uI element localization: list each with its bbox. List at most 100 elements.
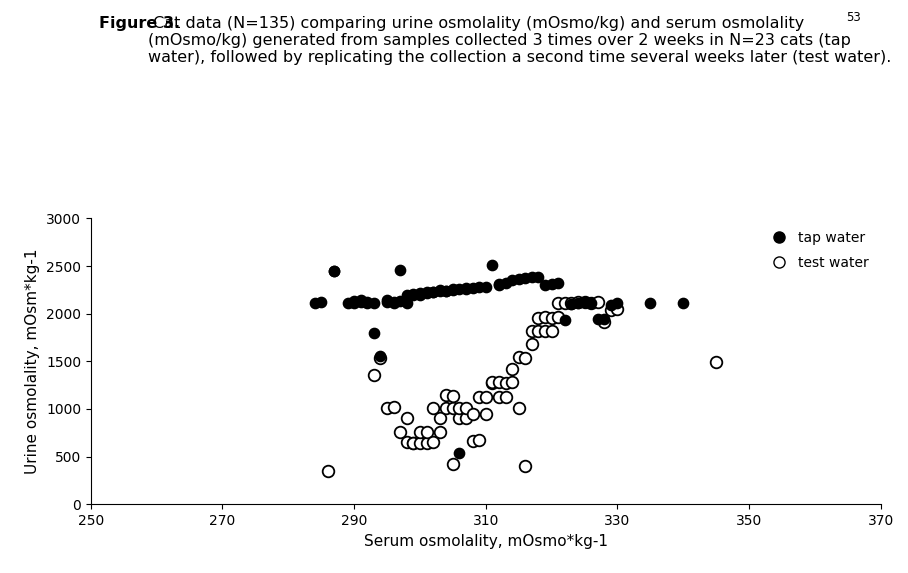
- tap water: [386, 299, 400, 308]
- tap water: [367, 328, 381, 337]
- tap water: [498, 278, 513, 288]
- test water: [538, 312, 552, 321]
- tap water: [380, 296, 394, 305]
- tap water: [327, 266, 341, 276]
- test water: [386, 402, 400, 411]
- tap water: [340, 299, 355, 308]
- tap water: [577, 298, 592, 307]
- tap water: [380, 298, 394, 307]
- test water: [498, 379, 513, 388]
- test water: [452, 414, 467, 423]
- tap water: [393, 297, 408, 306]
- test water: [439, 403, 453, 413]
- test water: [459, 403, 473, 413]
- test water: [412, 439, 427, 448]
- test water: [505, 378, 519, 387]
- Text: 53: 53: [846, 11, 861, 25]
- test water: [577, 298, 592, 307]
- tap water: [400, 299, 414, 308]
- test water: [459, 414, 473, 423]
- tap water: [419, 287, 434, 296]
- tap water: [531, 272, 546, 281]
- test water: [511, 352, 526, 361]
- tap water: [412, 288, 427, 297]
- test water: [446, 403, 460, 413]
- tap water: [439, 286, 453, 296]
- test water: [419, 439, 434, 448]
- test water: [400, 414, 414, 423]
- tap water: [459, 284, 473, 293]
- test water: [412, 427, 427, 437]
- test water: [400, 438, 414, 447]
- test water: [432, 414, 447, 423]
- tap water: [327, 266, 341, 276]
- tap water: [564, 300, 578, 309]
- test water: [590, 298, 605, 307]
- test water: [558, 299, 572, 308]
- tap water: [525, 273, 539, 282]
- test water: [485, 378, 499, 387]
- tap water: [432, 285, 447, 295]
- tap water: [360, 298, 374, 307]
- X-axis label: Serum osmolality, mOsmo*kg-1: Serum osmolality, mOsmo*kg-1: [364, 533, 607, 548]
- tap water: [426, 287, 440, 296]
- test water: [465, 437, 479, 446]
- tap water: [590, 315, 605, 324]
- test water: [525, 326, 539, 335]
- test water: [518, 353, 532, 362]
- tap water: [353, 298, 368, 307]
- tap water: [347, 299, 361, 308]
- tap water: [604, 301, 618, 310]
- tap water: [360, 299, 374, 308]
- tap water: [459, 284, 473, 293]
- tap water: [518, 274, 532, 283]
- test water: [492, 392, 507, 401]
- test water: [472, 436, 487, 445]
- tap water: [571, 299, 586, 308]
- tap water: [479, 282, 493, 292]
- test water: [479, 392, 493, 401]
- test water: [525, 340, 539, 349]
- test water: [485, 379, 499, 388]
- tap water: [558, 316, 572, 325]
- test water: [544, 313, 558, 322]
- test water: [505, 364, 519, 374]
- test water: [511, 403, 526, 413]
- tap water: [432, 286, 447, 296]
- test water: [479, 409, 493, 418]
- test water: [426, 438, 440, 447]
- tap water: [353, 296, 368, 305]
- tap water: [544, 280, 558, 289]
- tap water: [676, 299, 691, 308]
- test water: [432, 427, 447, 437]
- test water: [321, 466, 335, 476]
- tap water: [465, 284, 479, 293]
- test water: [551, 299, 566, 308]
- test water: [597, 317, 612, 327]
- test water: [531, 326, 546, 335]
- test water: [571, 298, 586, 307]
- Legend: tap water, test water: tap water, test water: [760, 225, 873, 276]
- test water: [492, 378, 507, 387]
- tap water: [610, 299, 625, 308]
- test water: [406, 439, 420, 448]
- tap water: [419, 288, 434, 297]
- test water: [380, 403, 394, 413]
- tap water: [643, 299, 657, 308]
- test water: [604, 305, 618, 315]
- test water: [446, 391, 460, 400]
- tap water: [472, 282, 487, 292]
- tap water: [314, 298, 329, 307]
- test water: [544, 326, 558, 335]
- test water: [531, 313, 546, 322]
- tap water: [393, 265, 408, 274]
- Y-axis label: Urine osmolality, mOsm*kg-1: Urine osmolality, mOsm*kg-1: [25, 249, 40, 474]
- tap water: [485, 261, 499, 270]
- Text: Figure 3.: Figure 3.: [99, 15, 180, 30]
- tap water: [406, 290, 420, 299]
- tap water: [505, 276, 519, 285]
- tap water: [584, 299, 598, 308]
- tap water: [347, 297, 361, 306]
- test water: [518, 461, 532, 470]
- tap water: [386, 298, 400, 307]
